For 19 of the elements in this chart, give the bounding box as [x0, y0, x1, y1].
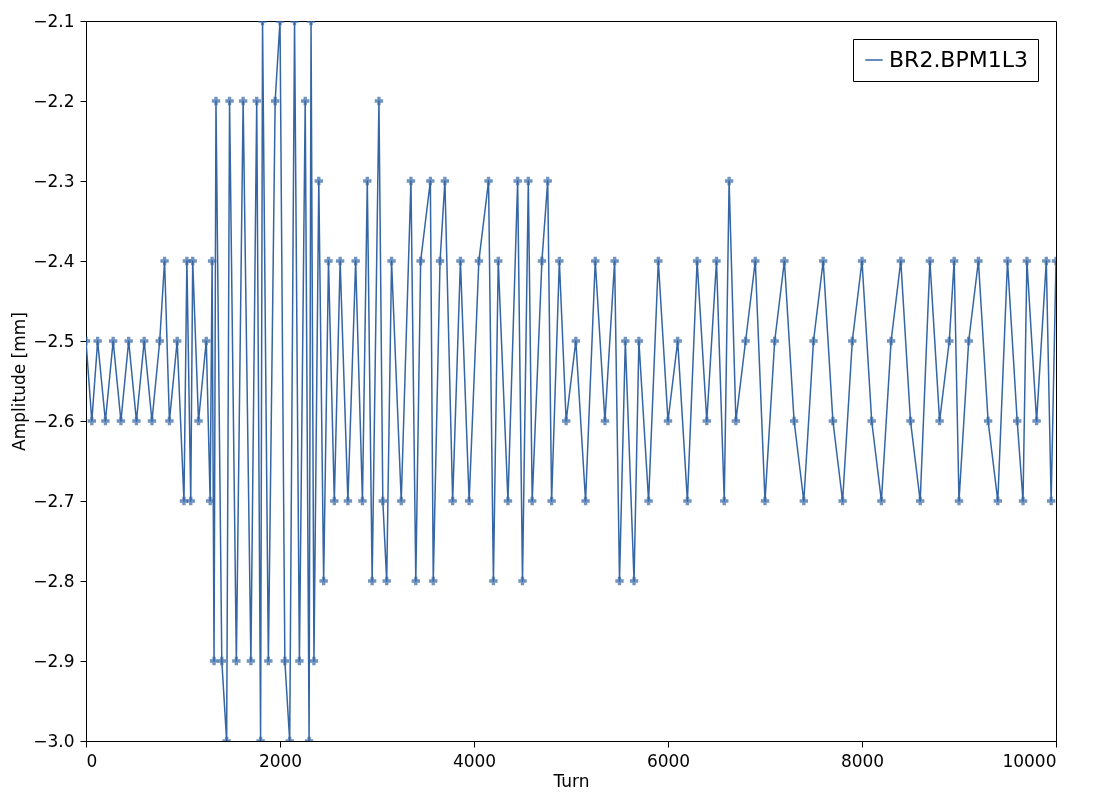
x-tick-label: 6000	[646, 750, 691, 771]
y-tick-label: −2.5	[33, 330, 75, 351]
y-tick-label: −2.9	[33, 650, 75, 671]
legend-label: BR2.BPM1L3	[889, 47, 1028, 72]
x-tick-label: 0	[86, 750, 98, 771]
y-tick-label: −2.3	[33, 170, 75, 191]
y-tick-label: −2.1	[33, 10, 75, 31]
x-tick-label: 10000	[1002, 750, 1057, 771]
y-axis-title: Amplitude [mm]	[9, 312, 30, 451]
y-tick-label: −2.7	[33, 490, 75, 511]
y-tick-label: −2.4	[33, 250, 75, 271]
y-tick-label: −2.8	[33, 570, 75, 591]
x-tick-label: 2000	[258, 750, 303, 771]
y-tick-label: −2.6	[33, 410, 75, 431]
x-tick-label: 4000	[452, 750, 497, 771]
x-axis-title: Turn	[552, 770, 590, 791]
x-tick-label: 8000	[840, 750, 885, 771]
y-tick-label: −2.2	[33, 90, 75, 111]
y-tick-label: −3.0	[33, 730, 75, 751]
